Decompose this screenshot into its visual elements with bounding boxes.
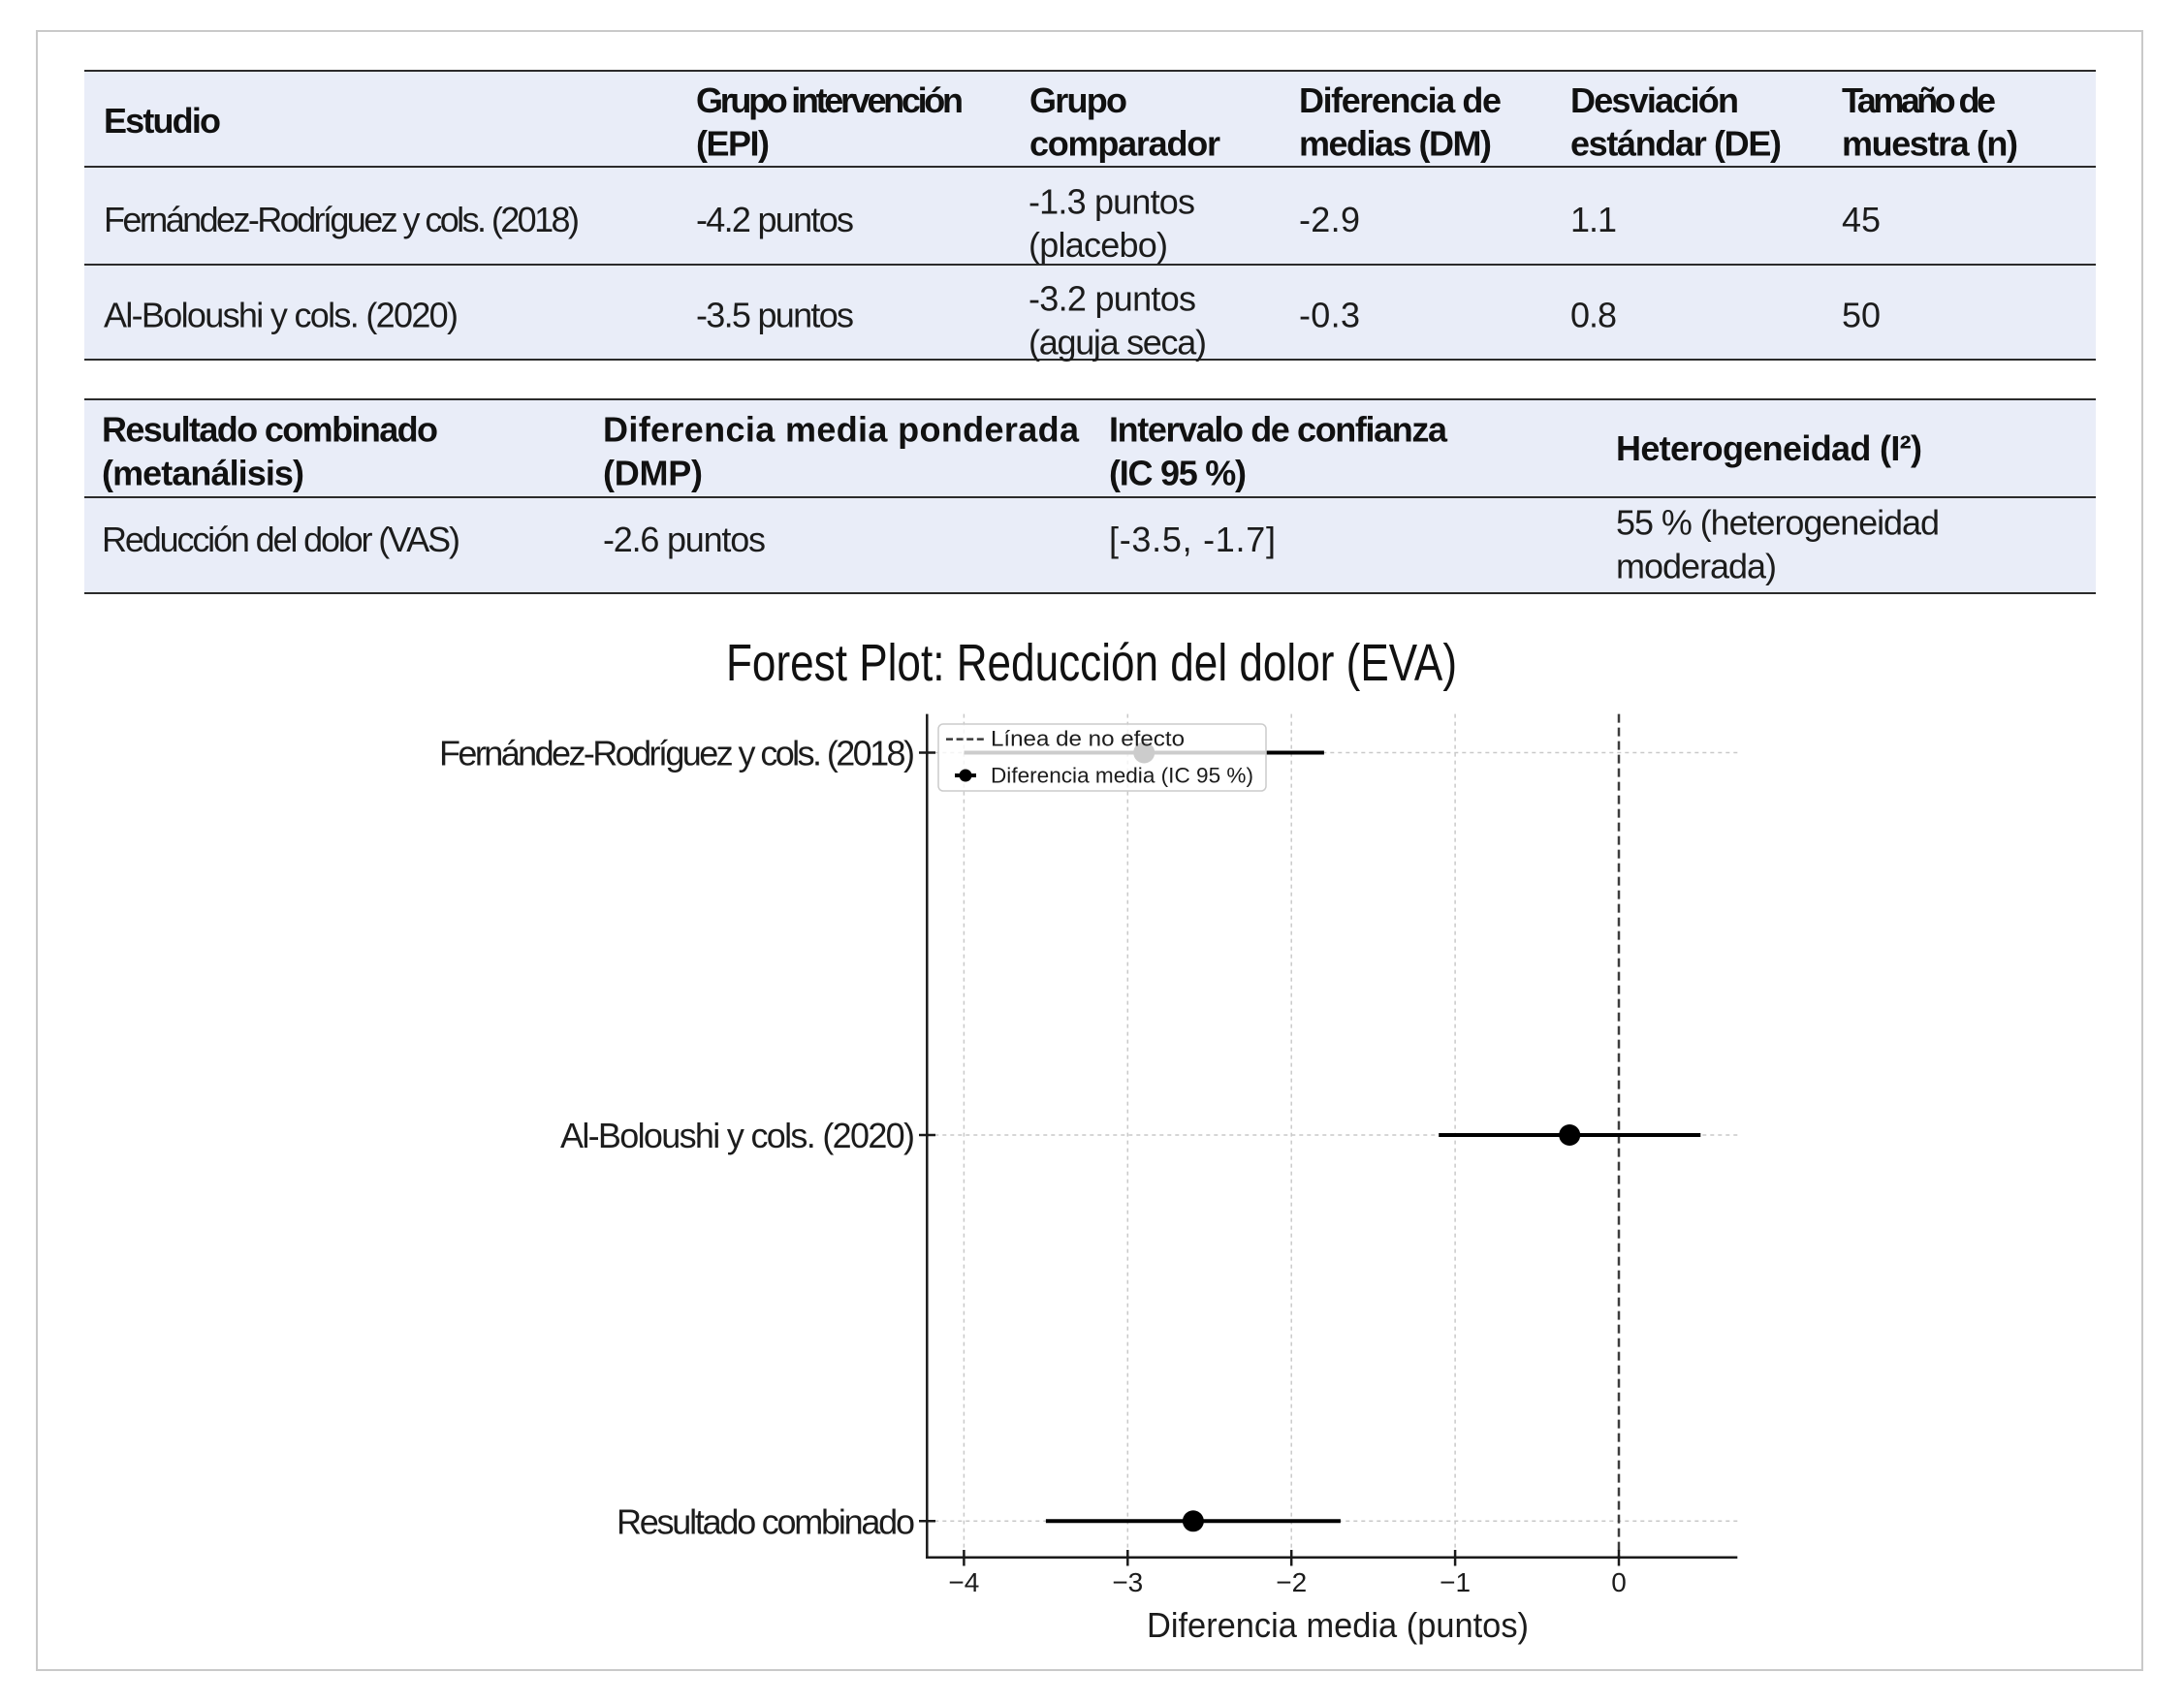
svg-text:Grupo: Grupo (1029, 80, 1127, 120)
svg-text:Estudio: Estudio (104, 101, 221, 141)
svg-text:Diferencia media (IC 95 %): Diferencia media (IC 95 %) (991, 764, 1253, 788)
svg-text:Fernández-Rodríguez y cols. (2: Fernández-Rodríguez y cols. (2018) (439, 734, 915, 773)
svg-text:Diferencia de: Diferencia de (1299, 80, 1502, 120)
svg-text:Resultado combinado: Resultado combinado (617, 1501, 915, 1541)
svg-text:50: 50 (1842, 296, 1881, 335)
svg-text:−2: −2 (1276, 1567, 1307, 1597)
svg-text:Forest Plot: Reducción del dol: Forest Plot: Reducción del dolor (EVA) (726, 634, 1457, 692)
svg-text:[-3.5, -1.7]: [-3.5, -1.7] (1109, 520, 1276, 559)
svg-text:(IC 95 %): (IC 95 %) (1109, 454, 1247, 493)
svg-text:(DMP): (DMP) (603, 454, 703, 493)
svg-text:-2.9: -2.9 (1299, 200, 1360, 239)
svg-text:45: 45 (1842, 200, 1881, 239)
svg-text:-0.3: -0.3 (1299, 296, 1360, 335)
svg-text:Grupo intervención: Grupo intervención (696, 80, 964, 120)
svg-text:(metanálisis): (metanálisis) (102, 454, 304, 493)
svg-text:Desviación: Desviación (1570, 80, 1739, 120)
svg-text:-1.3 puntos: -1.3 puntos (1029, 182, 1195, 222)
svg-text:(placebo): (placebo) (1029, 225, 1168, 265)
svg-text:−3: −3 (1112, 1567, 1143, 1597)
svg-text:-3.2 puntos: -3.2 puntos (1029, 279, 1196, 319)
svg-text:Heterogeneidad (I²): Heterogeneidad (I²) (1616, 428, 1922, 468)
svg-text:Línea de no efecto: Línea de no efecto (991, 727, 1185, 751)
svg-text:1.1: 1.1 (1570, 200, 1617, 239)
svg-text:Diferencia media (puntos): Diferencia media (puntos) (1147, 1605, 1529, 1645)
svg-text:Reducción del dolor (VAS): Reducción del dolor (VAS) (102, 520, 460, 559)
svg-text:-4.2 puntos: -4.2 puntos (696, 200, 854, 239)
svg-text:Resultado combinado: Resultado combinado (102, 410, 438, 450)
svg-text:55 % (heterogeneidad: 55 % (heterogeneidad (1616, 503, 1940, 543)
svg-text:estándar (DE): estándar (DE) (1570, 124, 1782, 164)
svg-text:−4: −4 (948, 1567, 979, 1597)
svg-text:(EPI): (EPI) (696, 124, 770, 164)
svg-text:Tamaño de: Tamaño de (1842, 80, 1996, 120)
svg-text:medias (DM): medias (DM) (1299, 124, 1492, 164)
svg-text:Fernández-Rodríguez y cols. (2: Fernández-Rodríguez y cols. (2018) (104, 200, 580, 239)
svg-text:muestra (n): muestra (n) (1842, 124, 2018, 164)
svg-text:-3.5 puntos: -3.5 puntos (696, 296, 854, 335)
svg-text:0: 0 (1611, 1567, 1627, 1597)
svg-text:−1: −1 (1440, 1567, 1471, 1597)
svg-text:comparador: comparador (1029, 124, 1220, 164)
svg-text:(aguja seca): (aguja seca) (1029, 323, 1207, 363)
svg-text:-2.6 puntos: -2.6 puntos (603, 520, 766, 559)
svg-text:moderada): moderada) (1616, 547, 1777, 586)
svg-text:Al-Boloushi y cols. (2020): Al-Boloushi y cols. (2020) (560, 1116, 915, 1155)
svg-text:Diferencia media ponderada: Diferencia media ponderada (603, 410, 1080, 450)
svg-text:Intervalo de confianza: Intervalo de confianza (1109, 410, 1448, 450)
svg-text:Al-Boloushi y cols. (2020): Al-Boloushi y cols. (2020) (104, 296, 459, 335)
svg-text:0.8: 0.8 (1570, 296, 1617, 335)
